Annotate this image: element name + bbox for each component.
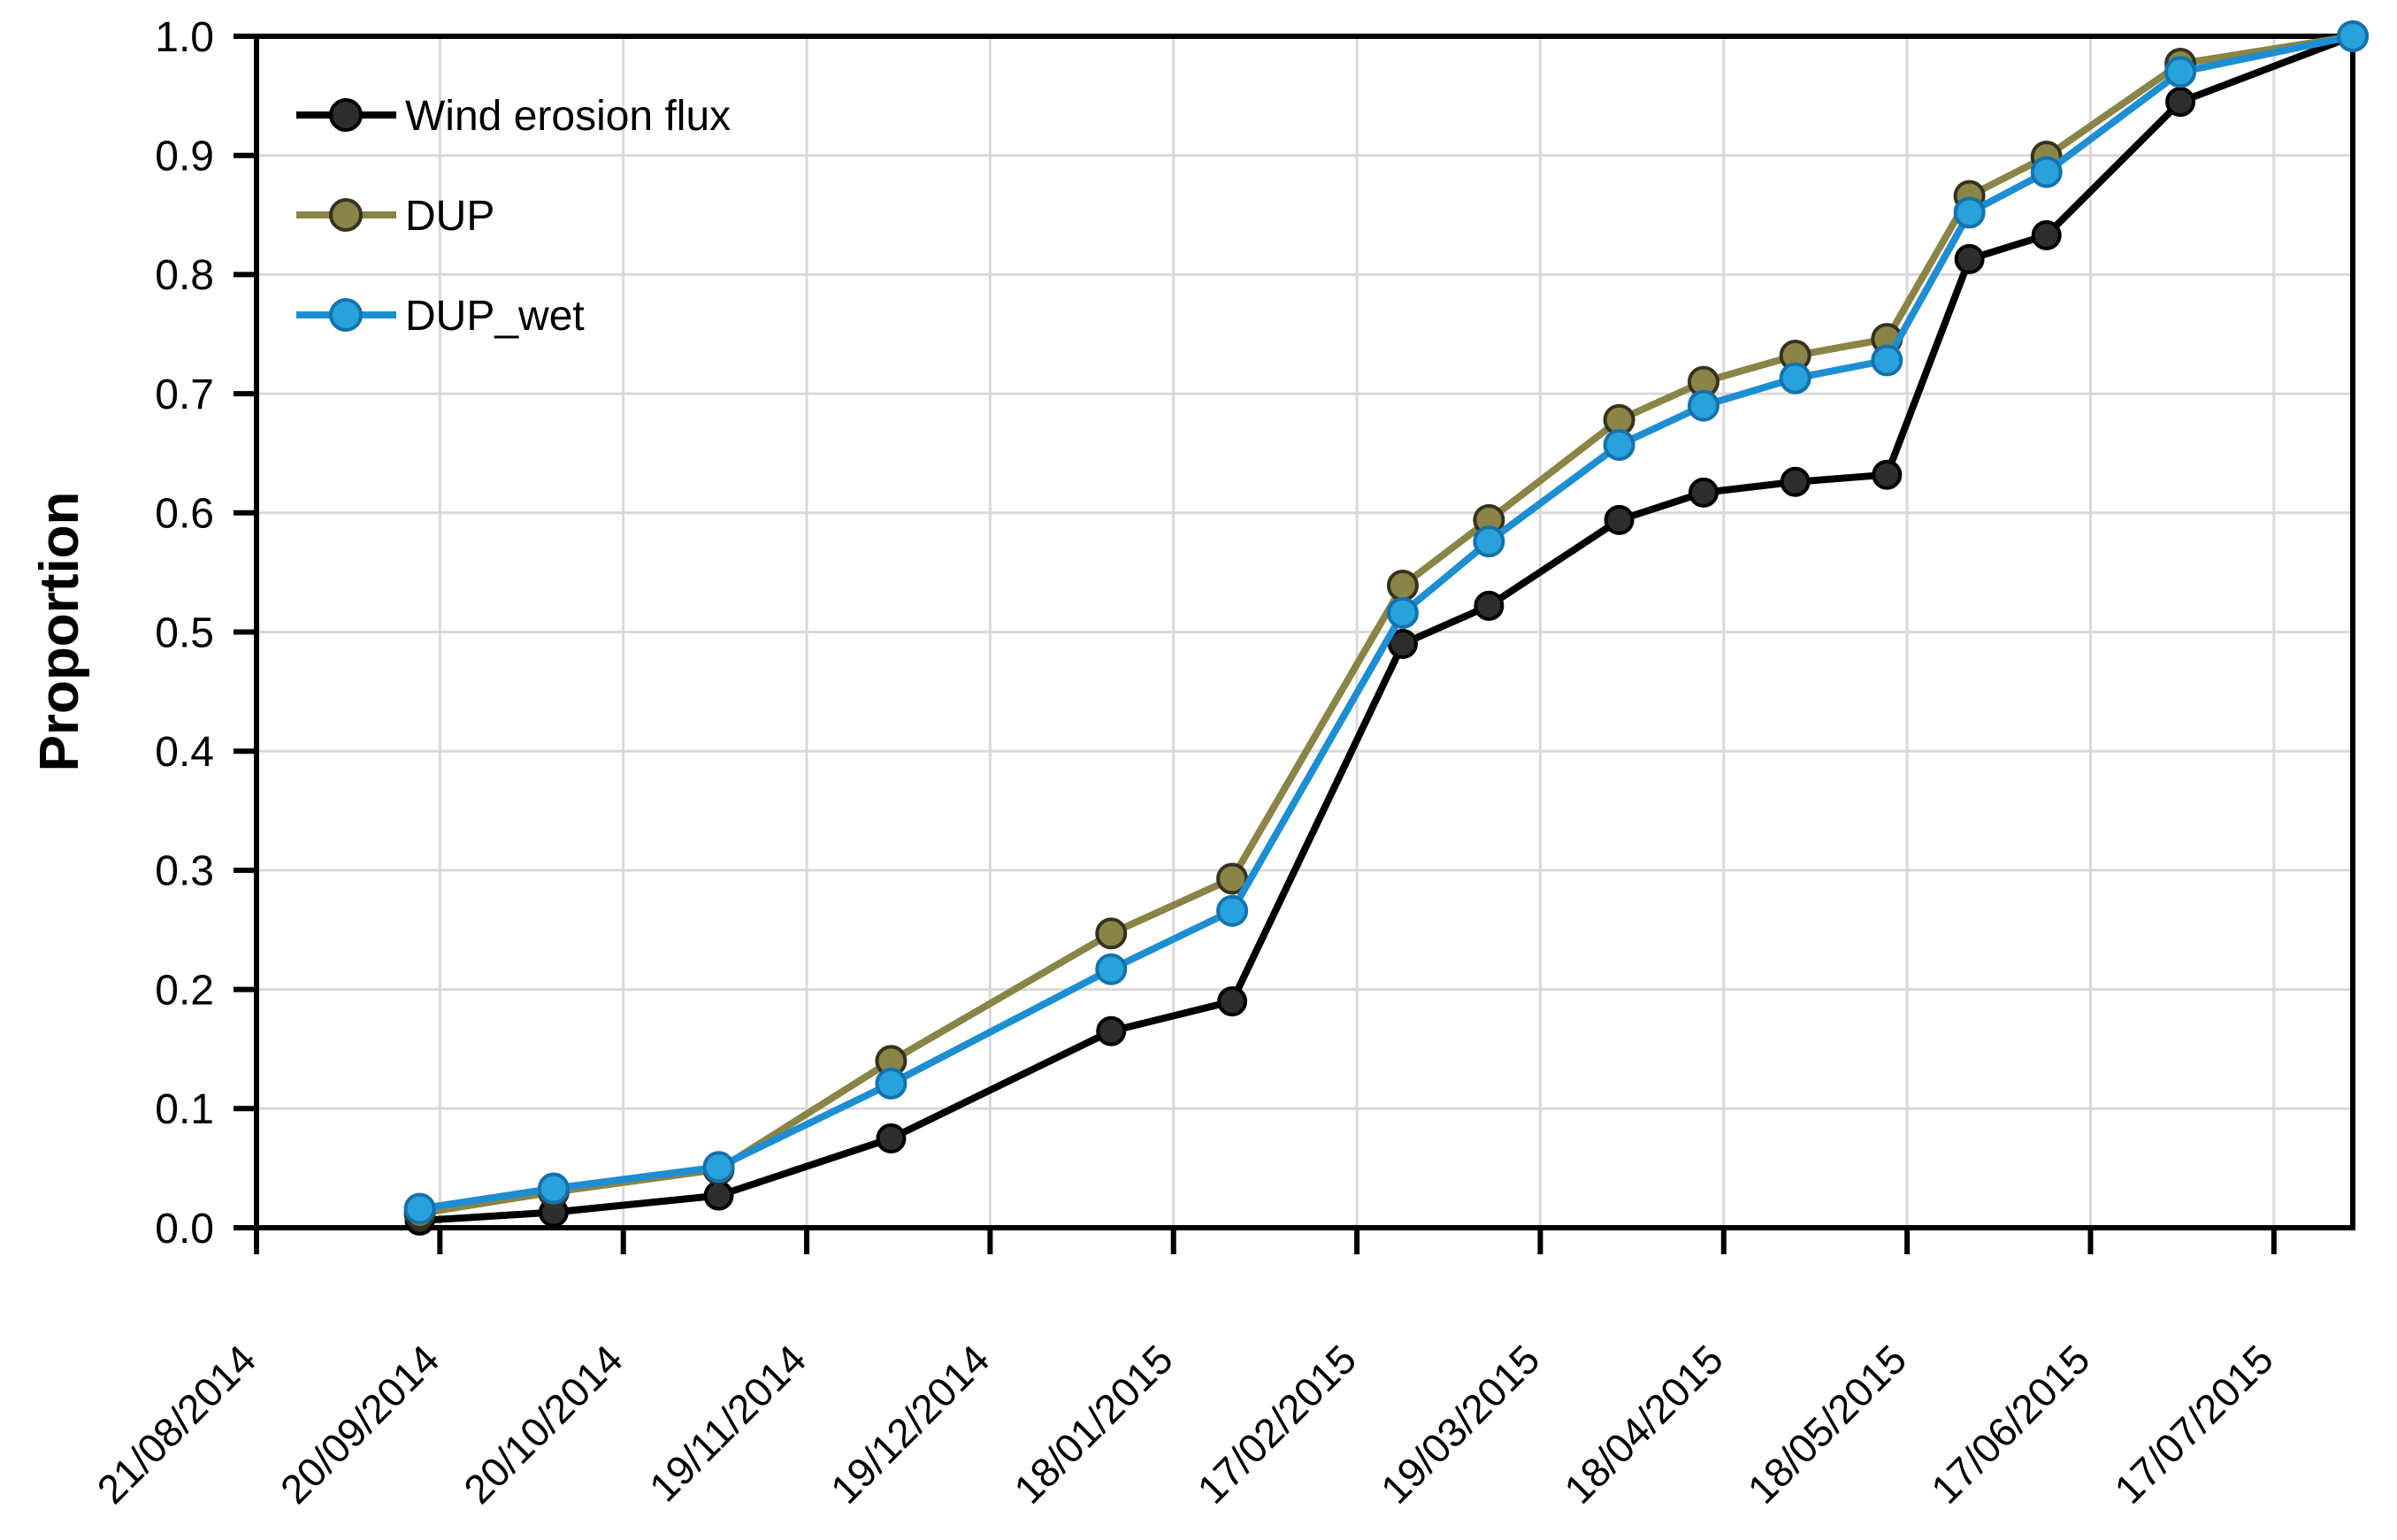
- data-point: [1953, 196, 1986, 229]
- data-point: [875, 1068, 907, 1100]
- data-point: [2164, 56, 2197, 88]
- data-point: [1872, 459, 1903, 490]
- x-tick-label: 21/08/2014: [88, 1336, 265, 1513]
- y-tick-label: 0.2: [155, 967, 214, 1014]
- data-point: [2031, 219, 2062, 250]
- y-tick-label: 0.6: [155, 491, 214, 538]
- data-point: [1780, 466, 1811, 497]
- y-tick-label: 0.1: [155, 1086, 214, 1133]
- x-tick-label: 17/06/2015: [1922, 1336, 2099, 1513]
- legend-label: Wind erosion flux: [405, 93, 731, 140]
- data-point: [1688, 477, 1719, 508]
- x-tick-label: 17/02/2015: [1189, 1336, 1366, 1513]
- legend-marker-icon: [329, 298, 363, 332]
- data-point: [1954, 243, 1985, 274]
- y-tick-label: 0.9: [155, 134, 214, 180]
- legend-label: DUP: [405, 193, 494, 240]
- data-point: [1779, 362, 1811, 395]
- x-tick-label: 19/12/2014: [822, 1336, 999, 1513]
- x-tick-label: 20/09/2014: [272, 1336, 448, 1513]
- series-line-2: [416, 33, 2356, 1213]
- data-point: [403, 1192, 436, 1225]
- data-point: [1386, 569, 1419, 601]
- legend-item-wind-erosion-flux: Wind erosion flux: [296, 93, 731, 140]
- x-tick-label: 18/04/2015: [1555, 1336, 1732, 1513]
- data-point: [1216, 894, 1249, 927]
- legend-item-dup: DUP: [296, 193, 494, 240]
- x-tick-label: 18/01/2015: [1005, 1336, 1182, 1513]
- data-point: [1604, 504, 1635, 535]
- y-tick-label: 0.4: [155, 729, 214, 776]
- y-tick-label: 0.8: [155, 252, 214, 299]
- data-point: [2337, 20, 2369, 52]
- legend-marker-icon: [329, 198, 363, 232]
- data-point: [1095, 917, 1128, 950]
- data-point: [1603, 429, 1635, 462]
- data-point: [1095, 953, 1128, 985]
- series-line-0: [416, 33, 2356, 1224]
- series-line-1: [416, 33, 2356, 1217]
- y-tick-label: 0.5: [155, 609, 214, 656]
- y-tick-label: 1.0: [155, 14, 214, 61]
- legend-label: DUP_wet: [405, 293, 585, 340]
- legend-marker-icon: [329, 98, 363, 132]
- data-point: [876, 1122, 907, 1153]
- x-tick-label: 17/07/2015: [2105, 1336, 2282, 1513]
- x-tick-label: 20/10/2014: [455, 1336, 632, 1513]
- data-point: [1217, 986, 1248, 1017]
- data-point: [1387, 628, 1418, 659]
- y-tick-label: 0.7: [155, 372, 214, 418]
- data-point: [1871, 344, 1903, 377]
- data-point: [1473, 525, 1505, 558]
- data-point: [2030, 156, 2063, 188]
- data-point: [1096, 1015, 1127, 1046]
- x-tick-label: 19/11/2014: [640, 1336, 815, 1510]
- data-point: [1386, 596, 1419, 629]
- x-tick-label: 19/03/2015: [1372, 1336, 1549, 1513]
- data-point: [2165, 87, 2196, 118]
- data-point: [703, 1180, 734, 1211]
- y-tick-label: 0.0: [155, 1206, 214, 1253]
- data-point: [1216, 862, 1249, 895]
- data-point: [1474, 590, 1505, 621]
- legend-item-dup-wet: DUP_wet: [296, 293, 585, 340]
- data-point: [1687, 389, 1719, 422]
- legend: Wind erosion flux DUP DUP_wet: [296, 93, 731, 340]
- data-point: [702, 1151, 735, 1184]
- y-tick-label: 0.3: [155, 848, 214, 895]
- y-axis-title: Proportion: [29, 492, 90, 772]
- data-point: [537, 1172, 570, 1205]
- x-tick-label: 18/05/2015: [1739, 1336, 1916, 1513]
